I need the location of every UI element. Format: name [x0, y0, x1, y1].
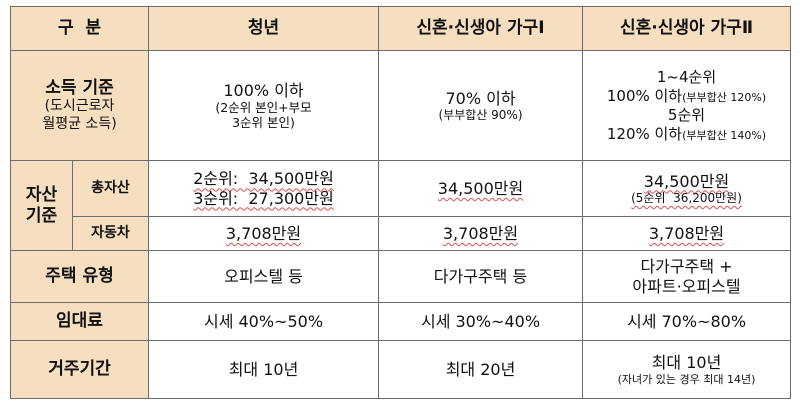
- residence-newlywed-2-cell: 최대 10년 (자녀가 있는 경우 최대 14년): [582, 340, 791, 399]
- assets-car-newlywed-2: 3,708만원: [648, 223, 725, 243]
- income-youth-main: 100% 이하: [223, 80, 304, 100]
- rent-newlywed-1: 시세 30%~40%: [378, 302, 583, 341]
- assets-total-newlywed-1: 34,500만원: [437, 178, 524, 198]
- income-youth-cell: 100% 이하 (2순위 본인+부모 3순위 본인): [148, 50, 379, 161]
- income-newlywed-2-rank-b: 5순위: [667, 105, 706, 124]
- residence-newlywed-2-note: (자녀가 있는 경우 최대 14년): [617, 372, 756, 386]
- income-youth-note-line1: (2순위 본인+부모: [215, 100, 312, 116]
- income-newlywed-1-note: (부부합산 90%): [438, 107, 523, 122]
- housing-newlywed-2-line2: 아파트·오피스텔: [632, 276, 741, 296]
- income-note-line2: 월평균 소득): [42, 115, 117, 132]
- assets-total-newlywed-1-cell: 34,500만원: [378, 160, 583, 217]
- header-youth: 청년: [148, 6, 379, 51]
- residence-newlywed-2-main: 최대 10년: [651, 353, 722, 373]
- income-newlywed-2-line-a: 100% 이하(부부합산 120%): [585, 86, 788, 105]
- assets-total-newlywed-2-note: (5순위 36,200만원): [631, 190, 742, 205]
- assets-total-label: 총자산: [72, 160, 149, 217]
- assets-label-line2: 기준: [25, 205, 58, 226]
- income-note-line1: (도시근로자: [44, 98, 115, 115]
- income-row: 소득 기준 (도시근로자 월평균 소득) 100% 이하 (2순위 본인+부모 …: [10, 50, 791, 161]
- income-newlywed-2-rank-a: 1~4순위: [656, 68, 717, 87]
- housing-label: 주택 유형: [10, 250, 149, 303]
- housing-newlywed-2-line1: 다가구주택 +: [640, 257, 733, 277]
- income-newlywed-1-cell: 70% 이하 (부부합산 90%): [378, 50, 583, 161]
- assets-total-youth-line1: 2순위: 34,500만원: [193, 169, 334, 189]
- assets-total-youth-line2: 3순위: 27,300만원: [193, 188, 334, 208]
- income-newlywed-2-line-b: 120% 이하(부부합산 140%): [585, 124, 788, 143]
- income-label: 소득 기준: [45, 77, 114, 98]
- assets-car-newlywed-1: 3,708만원: [442, 223, 519, 243]
- assets-label-cell: 자산 기준: [10, 160, 73, 251]
- income-newlywed-2-note-b: (부부합산 140%): [682, 128, 767, 142]
- housing-row: 주택 유형 오피스텔 등 다가구주택 등 다가구주택 + 아파트·오피스텔: [10, 250, 791, 303]
- income-newlywed-2-value-b: 120% 이하: [606, 124, 683, 143]
- income-label-cell: 소득 기준 (도시근로자 월평균 소득): [10, 50, 149, 161]
- assets-car-row: 자동차 3,708만원 3,708만원 3,708만원: [11, 216, 791, 251]
- income-newlywed-1-main: 70% 이하: [445, 88, 516, 108]
- assets-car-newlywed-2-cell: 3,708만원: [582, 216, 791, 251]
- assets-total-youth-cell: 2순위: 34,500만원 3순위: 27,300만원: [148, 160, 379, 217]
- eligibility-table: 구 분 청년 신혼·신생아 가구Ⅰ 신혼·신생아 가구Ⅱ 소득 기준 (도시근로…: [10, 6, 791, 399]
- residence-newlywed-1: 최대 20년: [378, 340, 583, 399]
- housing-youth: 오피스텔 등: [148, 250, 379, 303]
- header-row: 구 분 청년 신혼·신생아 가구Ⅰ 신혼·신생아 가구Ⅱ: [10, 6, 791, 51]
- assets-total-newlywed-2-main: 34,500만원: [643, 171, 730, 191]
- income-newlywed-2-cell: 1~4순위 100% 이하(부부합산 120%) 5순위 120% 이하(부부합…: [582, 50, 791, 161]
- assets-car-youth: 3,708만원: [225, 223, 302, 243]
- assets-total-newlywed-2-cell: 34,500만원 (5순위 36,200만원): [582, 160, 791, 217]
- rent-newlywed-2: 시세 70%~80%: [582, 302, 791, 341]
- residence-label: 거주기간: [10, 340, 149, 399]
- header-newlywed-2: 신혼·신생아 가구Ⅱ: [582, 6, 791, 51]
- assets-car-youth-cell: 3,708만원: [148, 216, 379, 251]
- header-newlywed-1: 신혼·신생아 가구Ⅰ: [378, 6, 583, 51]
- rent-youth: 시세 40%~50%: [148, 302, 379, 341]
- rent-label: 임대료: [10, 302, 149, 341]
- housing-newlywed-1: 다가구주택 등: [378, 250, 583, 303]
- residence-row: 거주기간 최대 10년 최대 20년 최대 10년 (자녀가 있는 경우 최대 …: [10, 340, 791, 399]
- housing-newlywed-2-cell: 다가구주택 + 아파트·오피스텔: [582, 250, 791, 303]
- assets-car-label: 자동차: [72, 216, 149, 251]
- assets-total-row: 자산 기준 총자산 2순위: 34,500만원 3순위: 27,300만원 34…: [10, 160, 791, 251]
- rent-row: 임대료 시세 40%~50% 시세 30%~40% 시세 70%~80%: [10, 302, 791, 341]
- income-newlywed-2-note-a: (부부합산 120%): [682, 91, 767, 105]
- header-category: 구 분: [10, 6, 149, 51]
- income-newlywed-2-value-a: 100% 이하: [606, 87, 683, 106]
- residence-youth: 최대 10년: [148, 340, 379, 399]
- assets-label-line1: 자산: [25, 185, 58, 206]
- income-youth-note-line2: 3순위 본인): [232, 115, 295, 131]
- assets-car-newlywed-1-cell: 3,708만원: [378, 216, 583, 251]
